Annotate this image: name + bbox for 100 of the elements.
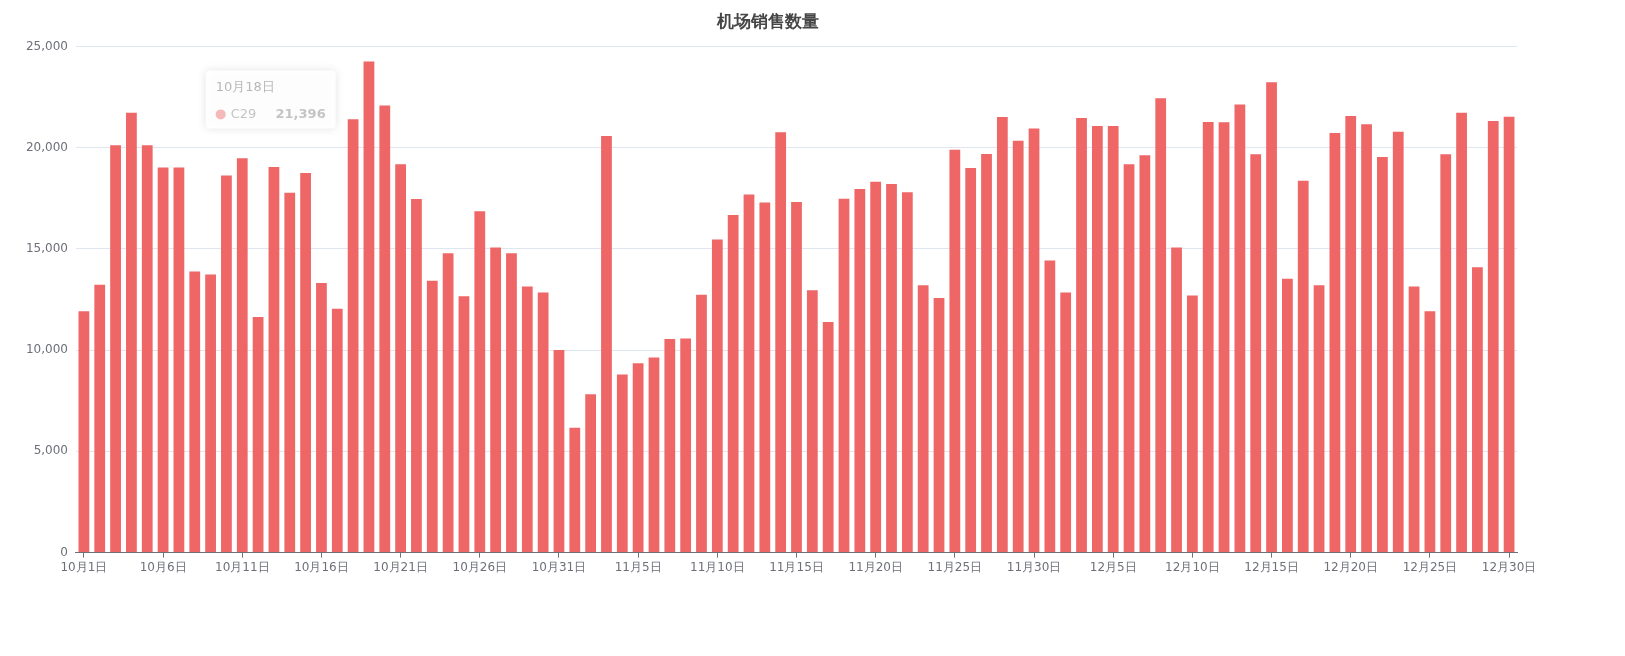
bar bbox=[886, 183, 897, 553]
x-tick-label: 11月20日 bbox=[848, 559, 903, 574]
bar bbox=[664, 338, 676, 553]
bar bbox=[996, 117, 1008, 553]
bar bbox=[1487, 120, 1499, 553]
x-tick-label: 12月30日 bbox=[1481, 559, 1537, 574]
y-tick-label: 20,000 bbox=[25, 139, 68, 154]
bar bbox=[791, 201, 802, 553]
bar bbox=[284, 192, 296, 553]
bar bbox=[94, 284, 106, 553]
bar bbox=[157, 167, 169, 553]
bar bbox=[680, 338, 692, 553]
bar bbox=[1060, 292, 1072, 553]
bar bbox=[838, 198, 850, 553]
bar bbox=[1012, 140, 1024, 553]
x-tick-label: 10月26日 bbox=[452, 559, 508, 574]
bar bbox=[1345, 116, 1357, 553]
x-tick-label: 12月10日 bbox=[1165, 559, 1220, 574]
bar bbox=[1503, 116, 1515, 553]
bar bbox=[411, 199, 422, 553]
bar bbox=[236, 158, 248, 553]
bar bbox=[1266, 82, 1277, 553]
bar bbox=[1091, 125, 1103, 553]
bar bbox=[426, 280, 438, 553]
bar bbox=[205, 274, 216, 553]
bar bbox=[727, 215, 739, 553]
bar bbox=[1155, 98, 1167, 553]
bar bbox=[300, 172, 311, 553]
bar bbox=[126, 112, 137, 553]
y-tick-label: 10,000 bbox=[25, 342, 68, 357]
x-tick-label: 10月11日 bbox=[214, 559, 270, 574]
bar bbox=[1313, 285, 1325, 553]
bar bbox=[775, 132, 787, 553]
bar bbox=[442, 253, 454, 553]
x-tick-label: 10月1日 bbox=[60, 559, 108, 574]
bar bbox=[316, 282, 327, 553]
bar bbox=[1186, 295, 1198, 553]
bar bbox=[1123, 164, 1135, 553]
bar bbox=[189, 271, 201, 553]
chart-title: 机场销售数量 bbox=[715, 10, 819, 31]
bar bbox=[585, 394, 597, 553]
bar bbox=[1250, 154, 1262, 553]
bar bbox=[806, 290, 818, 553]
y-tick-label: 0 bbox=[60, 544, 68, 559]
bar bbox=[553, 350, 565, 553]
bar bbox=[1408, 286, 1420, 553]
bar bbox=[759, 202, 771, 553]
bar bbox=[1282, 278, 1293, 553]
bar bbox=[1377, 156, 1388, 553]
bar bbox=[363, 61, 375, 553]
bar bbox=[1440, 154, 1452, 553]
bar bbox=[1139, 155, 1151, 553]
bar bbox=[1218, 122, 1230, 553]
bar bbox=[632, 363, 644, 553]
x-tick-label: 11月10日 bbox=[690, 559, 745, 574]
y-tick-label: 15,000 bbox=[25, 241, 68, 256]
bar bbox=[537, 292, 549, 553]
bar bbox=[616, 374, 628, 553]
bar bbox=[901, 192, 913, 553]
annotation: 21,396 bbox=[275, 105, 326, 121]
bar bbox=[965, 168, 977, 553]
bar bbox=[1329, 133, 1341, 553]
bar bbox=[331, 308, 343, 553]
bar bbox=[252, 317, 264, 553]
bar bbox=[141, 145, 153, 553]
x-tick-label: 12月5日 bbox=[1089, 559, 1137, 574]
bar bbox=[822, 321, 834, 553]
bar bbox=[569, 427, 581, 553]
bar bbox=[1044, 260, 1056, 553]
legend-label: C29 bbox=[230, 105, 257, 121]
bar bbox=[1107, 125, 1119, 553]
x-tick-label: 11月25日 bbox=[927, 559, 983, 574]
bar bbox=[1028, 128, 1040, 553]
bar bbox=[521, 286, 533, 553]
bar bbox=[458, 296, 470, 553]
bar bbox=[696, 294, 707, 553]
bar bbox=[1076, 118, 1087, 553]
x-tick-label: 10月6日 bbox=[139, 559, 187, 574]
bar bbox=[949, 149, 961, 553]
bar bbox=[981, 153, 992, 553]
bar bbox=[917, 285, 929, 553]
bar bbox=[933, 297, 945, 553]
bar bbox=[221, 175, 232, 553]
bar bbox=[870, 181, 882, 553]
y-tick-label: 25,000 bbox=[25, 38, 68, 53]
bar bbox=[1472, 267, 1483, 553]
x-tick-label: 11月15日 bbox=[769, 559, 824, 574]
bar bbox=[173, 167, 185, 553]
bar bbox=[648, 357, 660, 553]
bar bbox=[268, 166, 280, 553]
annotation: 10月18日 bbox=[215, 78, 275, 94]
y-tick-label: 5,000 bbox=[33, 443, 68, 458]
bar bbox=[743, 194, 755, 553]
bar bbox=[110, 145, 121, 553]
bar bbox=[1234, 104, 1246, 553]
bar bbox=[347, 119, 359, 553]
bar bbox=[1202, 121, 1214, 553]
bar bbox=[474, 211, 486, 553]
x-tick-label: 11月30日 bbox=[1006, 559, 1062, 574]
bar bbox=[601, 136, 612, 553]
